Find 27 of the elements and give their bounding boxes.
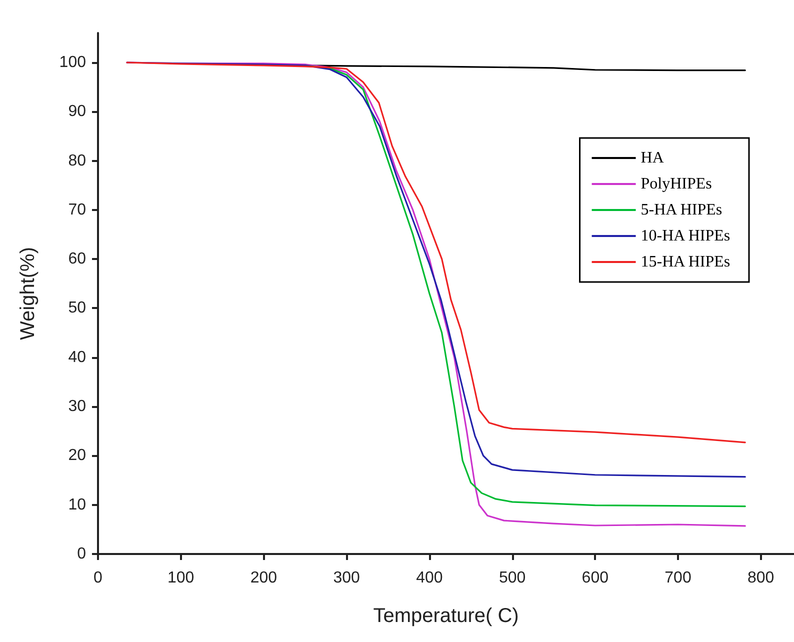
x-tick-label: 300	[333, 570, 360, 586]
y-tick-label: 60	[68, 250, 86, 268]
y-tick-label: 100	[59, 54, 86, 71]
x-tick-label: 800	[748, 570, 774, 586]
y-tick-label: 40	[68, 348, 86, 366]
legend-label: HA	[640, 150, 664, 166]
x-tick-label: 500	[498, 570, 526, 586]
y-tick-label: 30	[68, 398, 86, 416]
y-tick-label: 50	[68, 300, 86, 317]
y-tick-label: 80	[68, 152, 86, 170]
y-tick-label: 90	[68, 103, 86, 120]
legend-label: 5-HA HIPEs	[640, 202, 722, 218]
x-tick-label: 0	[94, 570, 103, 586]
x-tick-label: 700	[664, 570, 692, 586]
x-tick-label: 100	[168, 570, 194, 586]
y-tick-label: 10	[68, 496, 86, 514]
x-axis-title: Temperature( C)	[373, 605, 519, 627]
x-tick-label: 600	[582, 570, 609, 586]
legend-label: PolyHIPEs	[640, 176, 712, 192]
x-tick-label: 400	[416, 570, 443, 586]
y-tick-label: 20	[68, 447, 86, 464]
y-tick-label: 70	[68, 201, 86, 218]
legend-label: 10-HA HIPEs	[640, 228, 730, 244]
x-tick-label: 200	[250, 570, 278, 586]
legend-label: 15-HA HIPEs	[640, 254, 730, 270]
y-axis-title: Weight(%)	[17, 247, 39, 340]
y-tick-label: 0	[77, 546, 86, 562]
